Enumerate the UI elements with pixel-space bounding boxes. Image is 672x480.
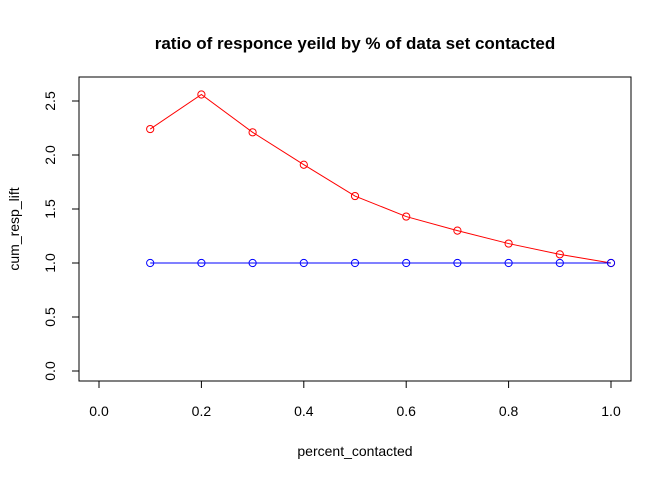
series-0-point: [350, 191, 360, 201]
series-0-line: [149, 93, 612, 264]
series-1-point: [606, 258, 616, 268]
x-tick-label: 0.6: [396, 403, 416, 419]
series-1-point: [248, 258, 257, 268]
series-1-point: [197, 258, 206, 268]
x-tick-label: 0.2: [192, 403, 212, 419]
y-tick-label: 1.5: [42, 199, 58, 219]
y-tick-label: 0.0: [42, 361, 58, 381]
series-1-point: [504, 258, 513, 268]
y-axis: 0.0 0.5 1.0 1.5 2.0 2.5: [42, 91, 80, 381]
series-0-point: [146, 124, 155, 134]
x-axis: 0.0 0.2 0.4 0.6 0.8 1.0: [89, 380, 621, 419]
y-tick-label: 2.5: [42, 91, 58, 111]
series-1-point: [402, 258, 411, 268]
x-tick-label: 0.4: [294, 403, 314, 419]
y-axis-label: cum_resp_lift: [6, 187, 22, 270]
series-0-point: [248, 128, 257, 137]
chart-title: ratio of responce yeild by % of data set…: [155, 34, 556, 53]
series-0-point: [402, 212, 411, 221]
y-tick-label: 2.0: [42, 145, 58, 165]
series-1-point: [350, 258, 360, 268]
series-1-point: [555, 258, 564, 268]
series-0-point: [299, 160, 308, 169]
series-1-point: [453, 258, 462, 268]
series-1-point: [299, 258, 308, 268]
x-axis-label: percent_contacted: [297, 443, 412, 459]
series-0-point: [555, 250, 564, 259]
series-0-point: [453, 226, 462, 235]
y-tick-label: 1.0: [42, 253, 58, 273]
x-tick-label: 0.0: [89, 403, 109, 419]
series-0-point: [197, 90, 206, 99]
y-tick-label: 0.5: [42, 307, 58, 327]
x-tick-label: 1.0: [601, 403, 621, 419]
x-tick-label: 0.8: [499, 403, 519, 419]
plot-frame: [78, 76, 632, 382]
series-1-point: [146, 258, 155, 268]
series-0-point: [504, 239, 513, 248]
series-layer: [146, 90, 616, 268]
